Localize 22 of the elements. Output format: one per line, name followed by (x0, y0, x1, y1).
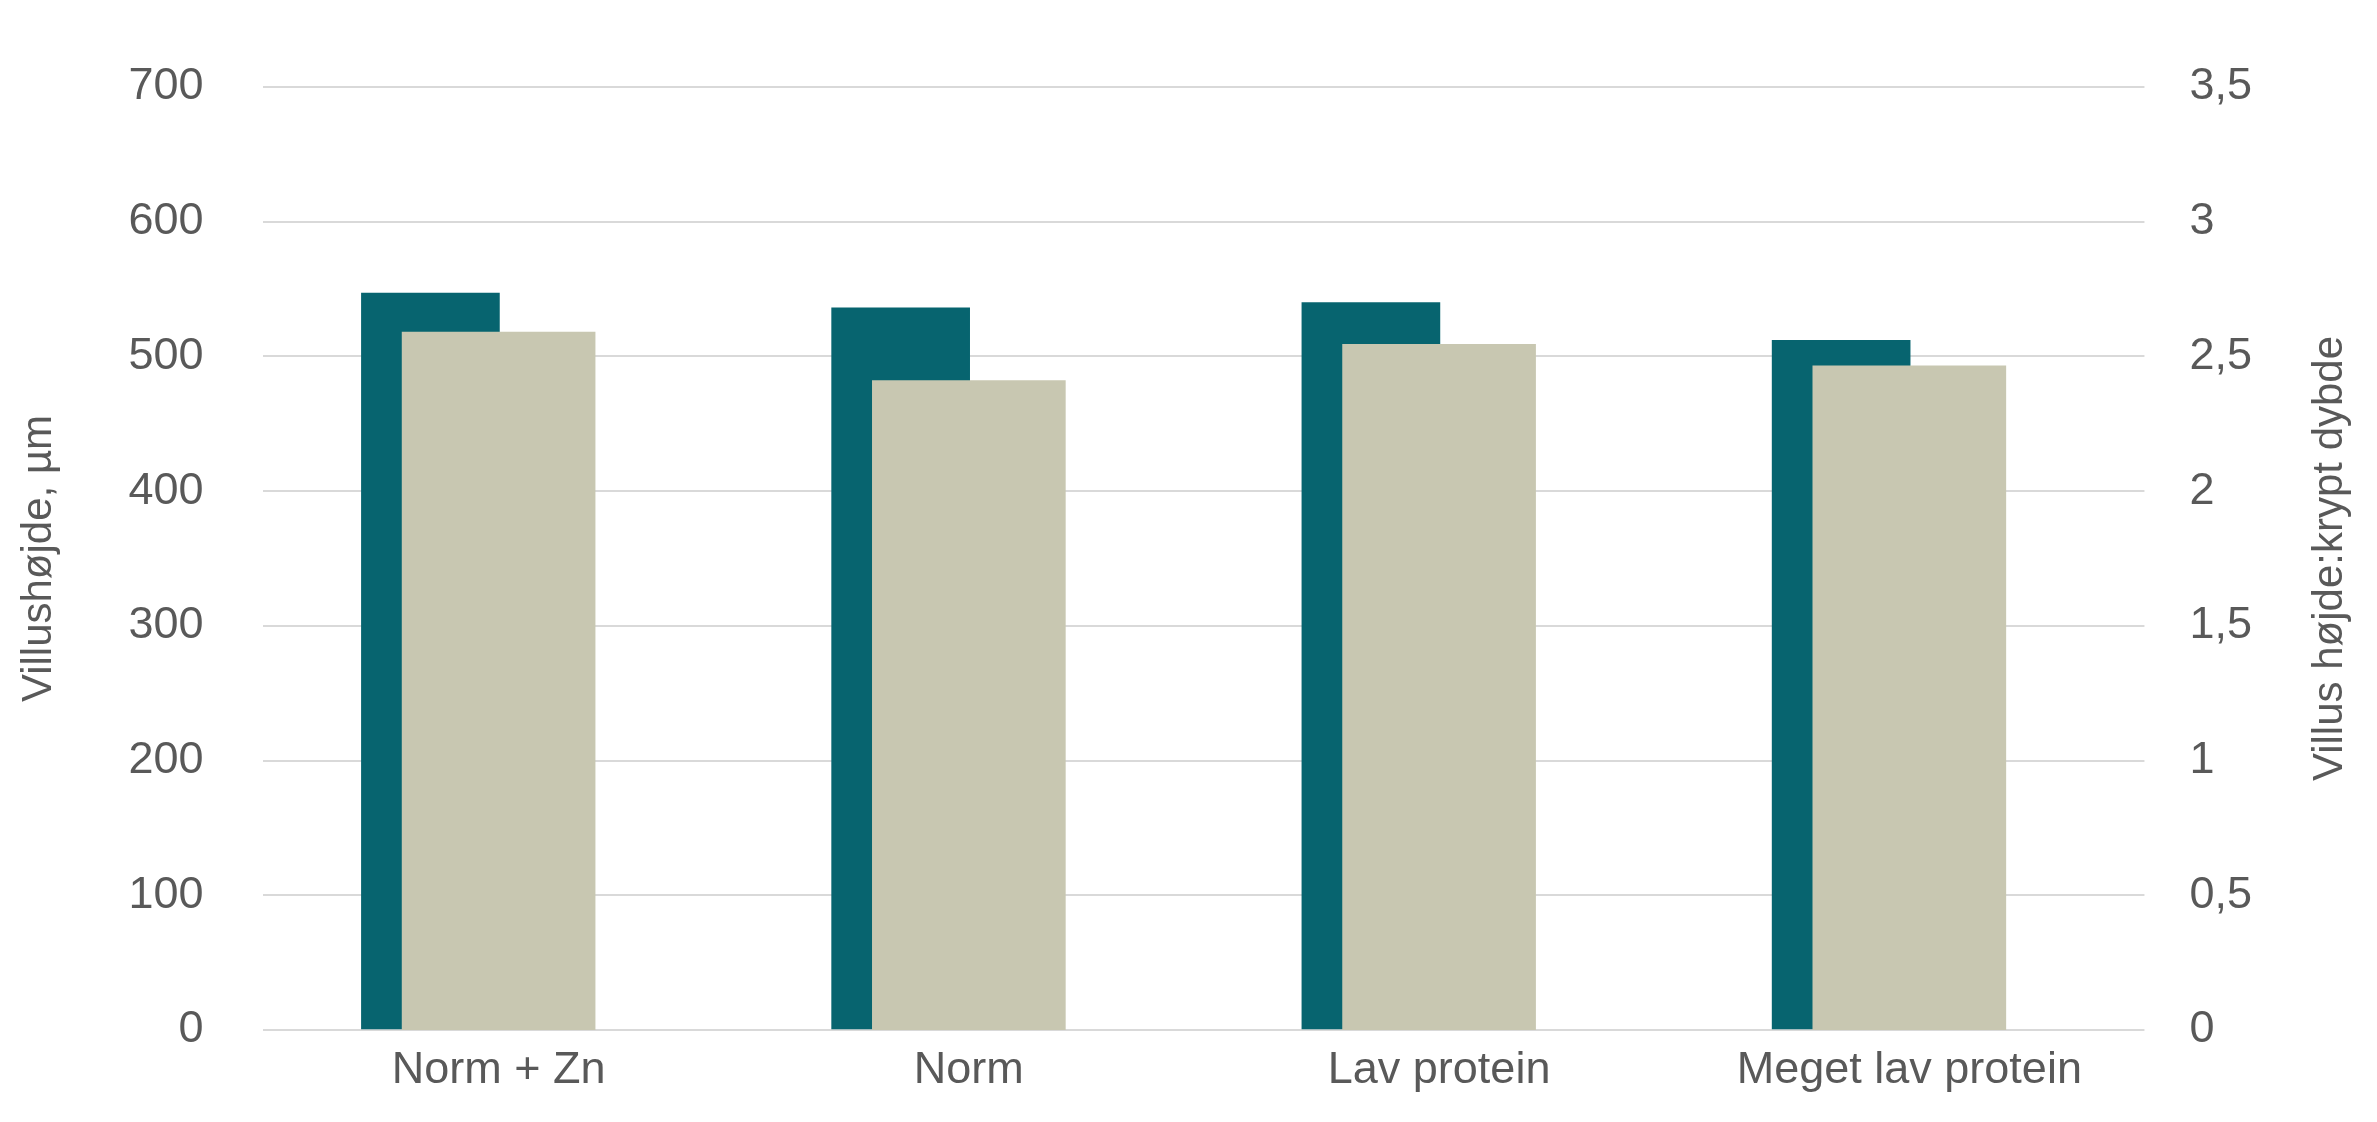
y2-tick-label: 0,5 (2189, 866, 2253, 918)
y2-tick-label: 0 (2189, 1001, 2215, 1053)
y-tick-label: 100 (128, 866, 204, 918)
y2-tick-label: 2,5 (2189, 327, 2253, 379)
x-tick-label: Norm (913, 1042, 1024, 1094)
y2-tick-label: 3,5 (2189, 58, 2253, 110)
y-tick-label: 400 (128, 462, 204, 514)
y2-tick-label: 1 (2189, 731, 2215, 783)
y-tick-label: 200 (128, 731, 204, 783)
y2-tick-label: 1,5 (2189, 597, 2253, 649)
y2-tick-label: 2 (2189, 462, 2215, 514)
y-tick-label: 600 (128, 193, 204, 245)
y-tick-label: 0 (178, 1001, 204, 1053)
y2-tick-label: 3 (2189, 193, 2215, 245)
x-tick-label: Lav protein (1327, 1042, 1551, 1094)
y-tick-label: 700 (128, 58, 204, 110)
y-axis-title: Villushøjde, µm (12, 414, 60, 703)
y-tick-label: 300 (128, 597, 204, 649)
x-tick-label: Norm + Zn (391, 1042, 606, 1094)
y2-axis-title: Villus højde:krypt dybde (2303, 335, 2351, 782)
y-tick-label: 500 (128, 327, 204, 379)
x-tick-label: Meget lav protein (1736, 1042, 2082, 1094)
